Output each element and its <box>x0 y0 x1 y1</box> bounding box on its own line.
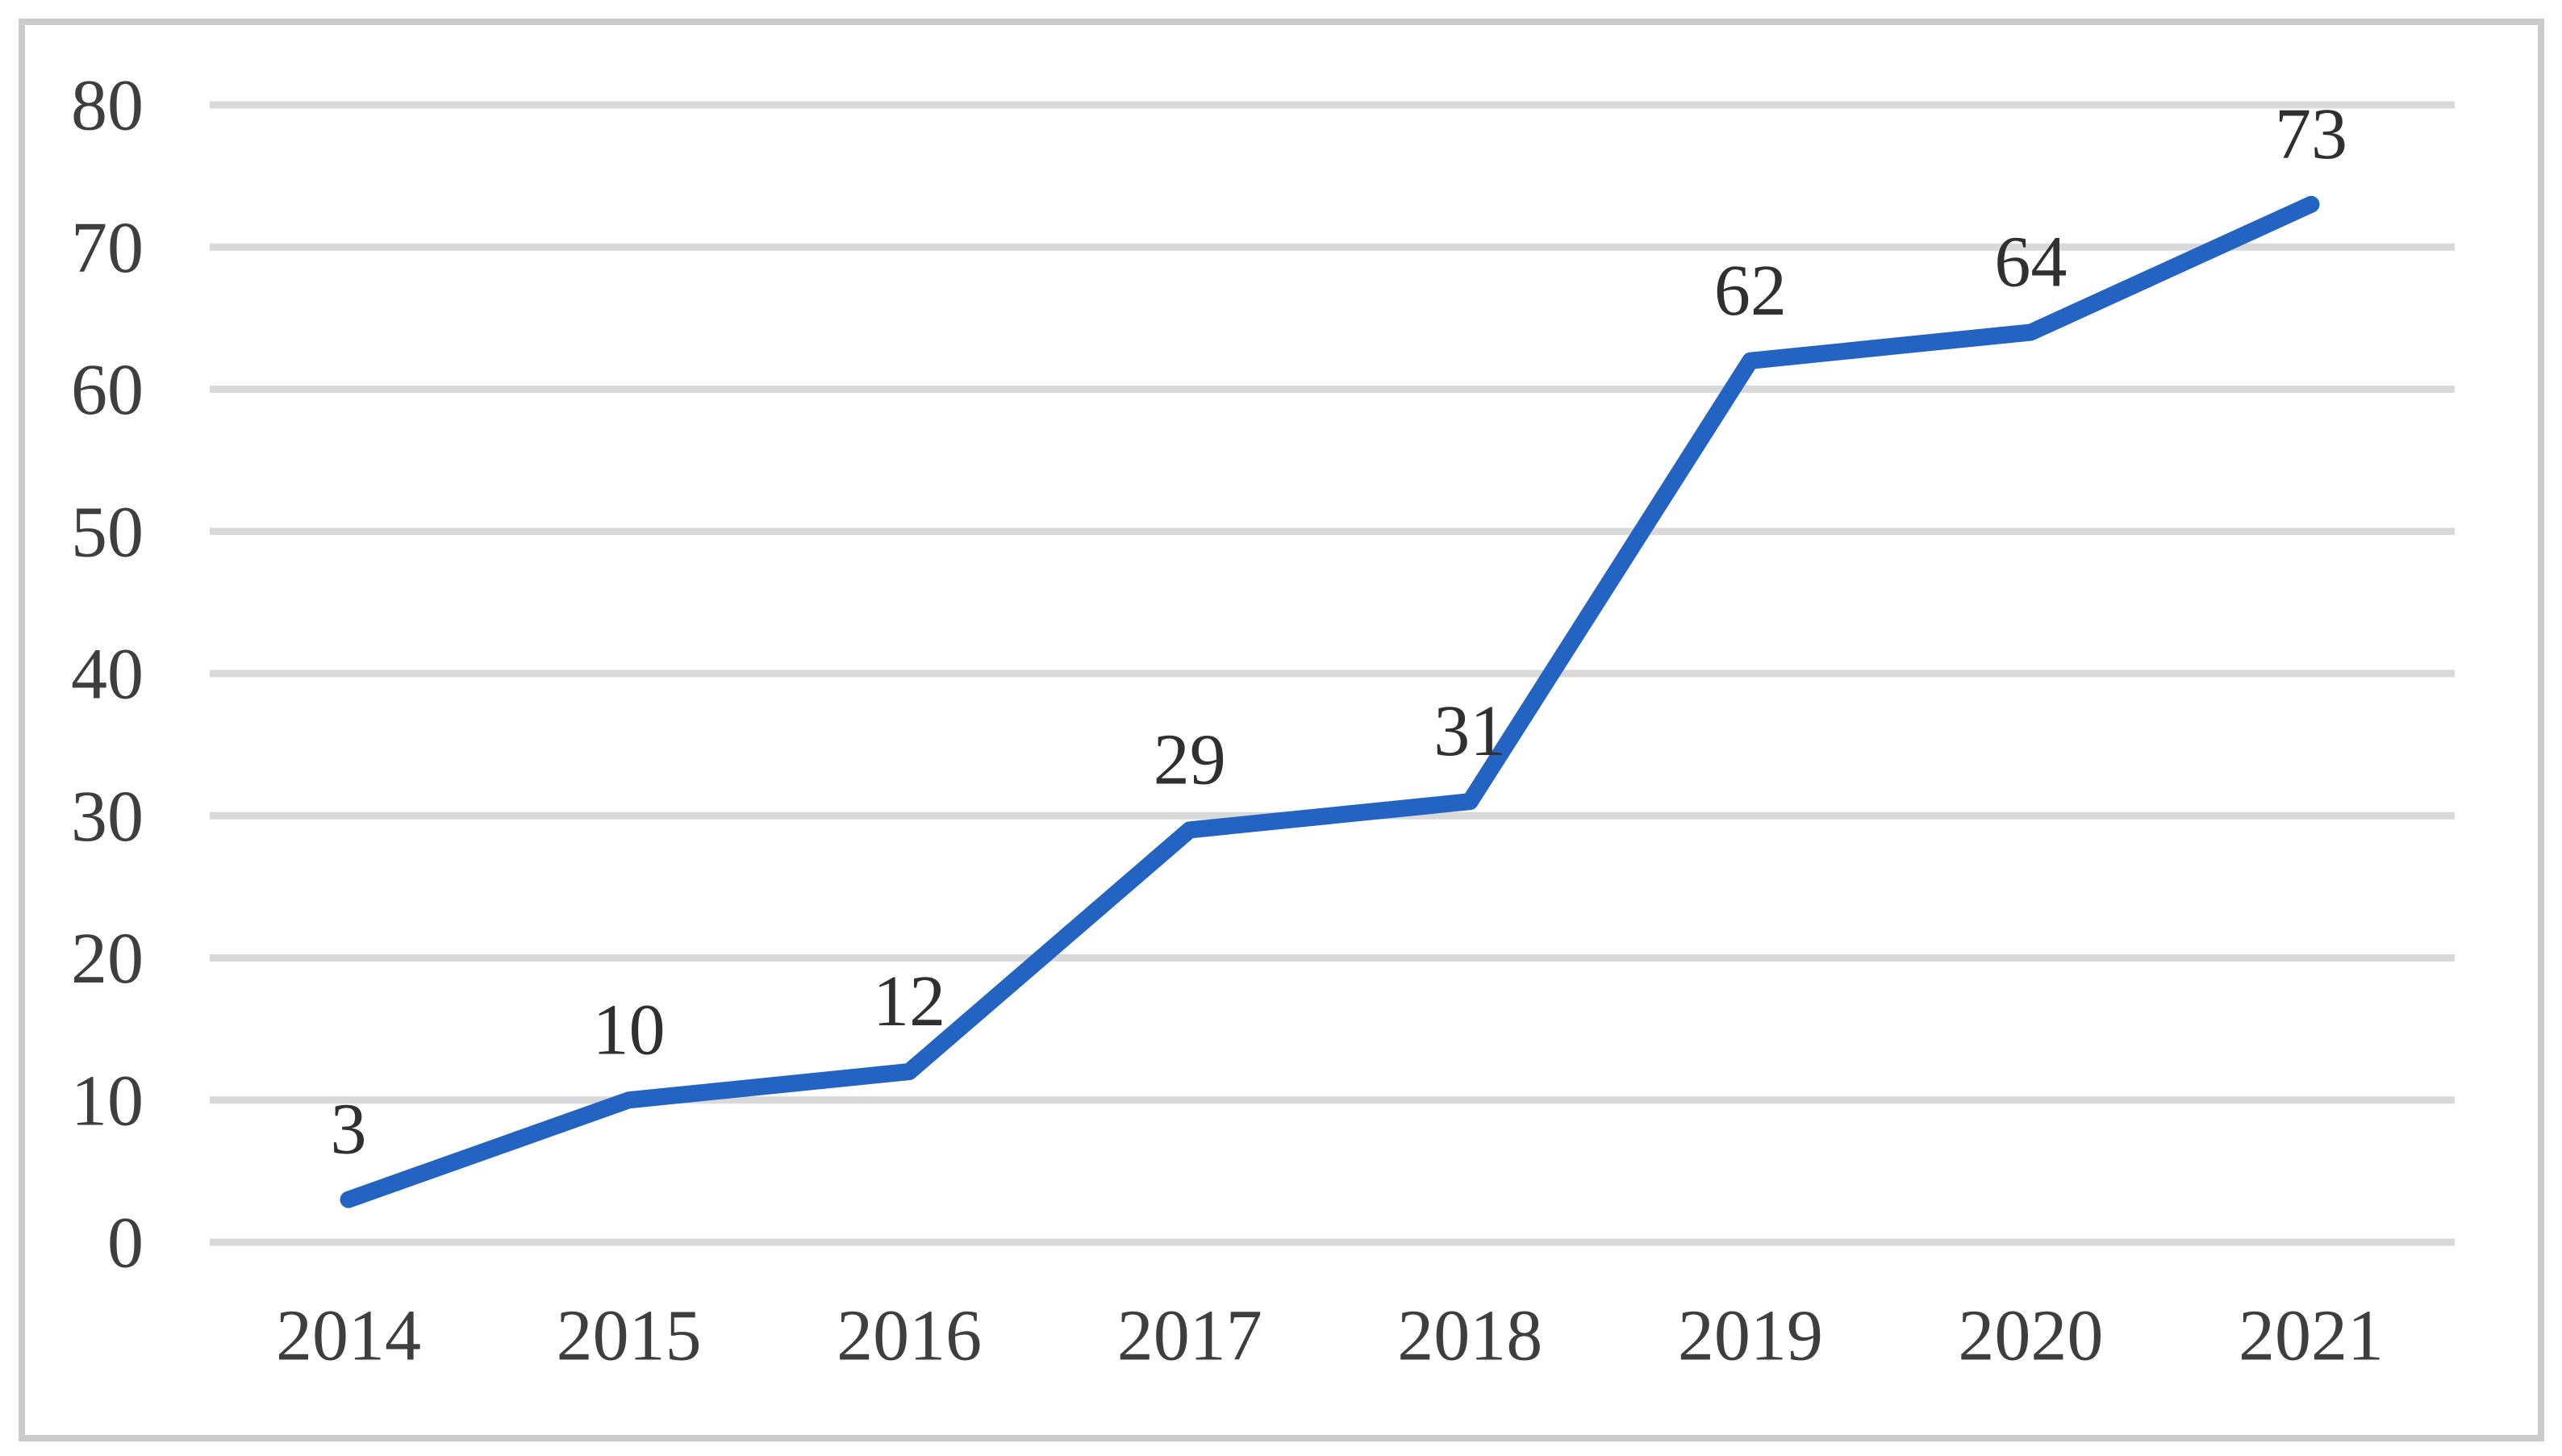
x-tick-label: 2018 <box>1397 1296 1542 1376</box>
data-label: 3 <box>331 1090 367 1170</box>
x-tick-label: 2019 <box>1678 1296 1823 1376</box>
y-tick-label: 20 <box>71 919 144 999</box>
data-label: 29 <box>1154 720 1226 799</box>
x-tick-label: 2021 <box>2239 1296 2384 1376</box>
chart-frame <box>19 19 2544 1441</box>
x-tick-label: 2020 <box>1958 1296 2103 1376</box>
data-label: 10 <box>593 990 666 1070</box>
x-tick-label: 2014 <box>276 1296 421 1376</box>
y-tick-label: 40 <box>71 635 144 715</box>
y-tick-label: 10 <box>71 1061 144 1141</box>
y-tick-label: 60 <box>71 350 144 430</box>
x-tick-label: 2016 <box>837 1296 982 1376</box>
data-label: 12 <box>873 962 945 1041</box>
data-label: 64 <box>1994 223 2067 302</box>
data-label: 31 <box>1433 691 1506 771</box>
y-tick-label: 30 <box>71 777 144 857</box>
y-tick-label: 80 <box>71 66 144 146</box>
y-tick-label: 70 <box>71 208 144 288</box>
y-tick-label: 0 <box>107 1204 144 1283</box>
y-tick-label: 50 <box>71 492 144 572</box>
data-label: 62 <box>1714 251 1787 331</box>
data-label: 73 <box>2275 94 2347 174</box>
x-tick-label: 2015 <box>557 1296 702 1376</box>
x-tick-label: 2017 <box>1117 1296 1262 1376</box>
series-line <box>340 195 2320 1208</box>
